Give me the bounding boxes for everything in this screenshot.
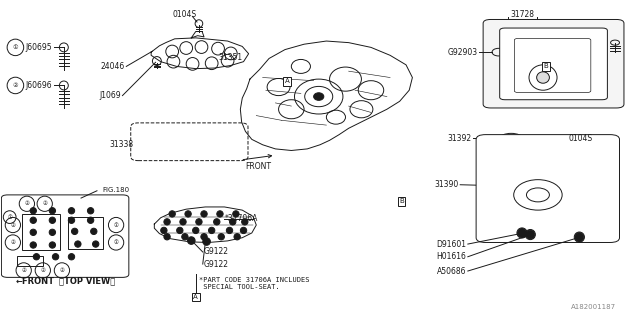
Ellipse shape <box>234 234 241 240</box>
Ellipse shape <box>33 253 40 260</box>
Ellipse shape <box>164 219 170 225</box>
FancyBboxPatch shape <box>1 195 129 277</box>
Ellipse shape <box>188 237 195 244</box>
Text: B: B <box>399 198 404 204</box>
Ellipse shape <box>49 217 56 223</box>
Ellipse shape <box>241 227 246 234</box>
Ellipse shape <box>185 211 191 217</box>
Text: A50686: A50686 <box>437 267 467 276</box>
Text: G9122: G9122 <box>204 260 229 268</box>
Text: 0104S: 0104S <box>568 134 593 143</box>
Ellipse shape <box>196 219 202 225</box>
FancyBboxPatch shape <box>476 135 620 243</box>
Ellipse shape <box>164 234 170 240</box>
Text: ②: ② <box>13 83 18 88</box>
Ellipse shape <box>575 233 584 242</box>
Ellipse shape <box>201 234 207 240</box>
Text: ②: ② <box>21 268 26 273</box>
Ellipse shape <box>193 227 199 234</box>
Text: FIG.180: FIG.180 <box>102 187 129 193</box>
Text: ①: ① <box>13 45 18 50</box>
Ellipse shape <box>49 242 56 248</box>
Ellipse shape <box>242 219 248 225</box>
Ellipse shape <box>169 211 175 217</box>
Text: A: A <box>285 78 289 84</box>
Text: ①: ① <box>114 240 118 245</box>
Ellipse shape <box>93 241 99 247</box>
Bar <box>17 256 43 266</box>
Ellipse shape <box>201 211 207 217</box>
Text: 31728: 31728 <box>511 10 534 19</box>
Ellipse shape <box>203 238 211 245</box>
Ellipse shape <box>75 241 81 247</box>
Text: 31392: 31392 <box>447 134 472 143</box>
Text: 31338: 31338 <box>109 140 133 149</box>
Text: *PART CODE 31706A INCLUDES
 SPECIAL TOOL-SEAT.: *PART CODE 31706A INCLUDES SPECIAL TOOL-… <box>199 276 309 290</box>
Text: 31390: 31390 <box>435 180 459 189</box>
Ellipse shape <box>209 227 215 234</box>
Ellipse shape <box>30 229 36 236</box>
Ellipse shape <box>518 228 527 237</box>
Bar <box>487 21 621 106</box>
Text: H01616: H01616 <box>436 252 467 261</box>
Text: ①: ① <box>7 215 12 220</box>
FancyBboxPatch shape <box>483 20 624 108</box>
Text: ②: ② <box>10 240 15 245</box>
Text: A: A <box>193 294 198 300</box>
Ellipse shape <box>91 228 97 235</box>
Text: 0104S: 0104S <box>172 10 196 19</box>
Text: 24046: 24046 <box>100 62 124 71</box>
Ellipse shape <box>88 217 94 223</box>
Text: ②: ② <box>40 268 45 273</box>
Text: A182001187: A182001187 <box>571 304 616 309</box>
Text: J60696: J60696 <box>26 81 52 90</box>
Ellipse shape <box>314 93 324 100</box>
Text: 〈TOP VIEW〉: 〈TOP VIEW〉 <box>59 277 115 286</box>
Text: FRONT: FRONT <box>245 162 271 171</box>
Text: ②: ② <box>60 268 65 273</box>
Text: ←FRONT: ←FRONT <box>15 277 54 286</box>
Text: D91601: D91601 <box>436 240 467 249</box>
Ellipse shape <box>68 217 75 223</box>
Text: B: B <box>544 63 548 69</box>
Ellipse shape <box>180 219 186 225</box>
Ellipse shape <box>49 229 56 236</box>
Text: ②: ② <box>10 222 15 228</box>
Ellipse shape <box>30 242 36 248</box>
Ellipse shape <box>30 217 36 223</box>
Text: 31351: 31351 <box>218 53 242 62</box>
Ellipse shape <box>214 219 220 225</box>
Text: G9122: G9122 <box>204 247 229 257</box>
Ellipse shape <box>30 208 36 214</box>
Ellipse shape <box>233 211 239 217</box>
Text: G92903: G92903 <box>448 48 478 57</box>
Ellipse shape <box>68 208 75 214</box>
Bar <box>68 217 103 249</box>
FancyBboxPatch shape <box>500 28 607 100</box>
Text: J1069: J1069 <box>100 91 121 100</box>
Text: ②: ② <box>24 201 29 206</box>
Ellipse shape <box>72 228 78 235</box>
Bar <box>22 214 60 251</box>
Text: J60695: J60695 <box>26 43 52 52</box>
Ellipse shape <box>161 227 167 234</box>
Ellipse shape <box>68 253 75 260</box>
Ellipse shape <box>526 230 535 239</box>
Ellipse shape <box>182 234 188 240</box>
Ellipse shape <box>217 211 223 217</box>
Ellipse shape <box>177 227 183 234</box>
Ellipse shape <box>52 253 59 260</box>
Text: ②: ② <box>42 201 47 206</box>
Text: ①: ① <box>114 222 118 228</box>
Ellipse shape <box>88 208 94 214</box>
Ellipse shape <box>49 208 56 214</box>
Ellipse shape <box>537 72 549 83</box>
Text: *31706A: *31706A <box>225 214 258 223</box>
Ellipse shape <box>218 234 225 240</box>
Ellipse shape <box>227 227 233 234</box>
Ellipse shape <box>230 219 236 225</box>
